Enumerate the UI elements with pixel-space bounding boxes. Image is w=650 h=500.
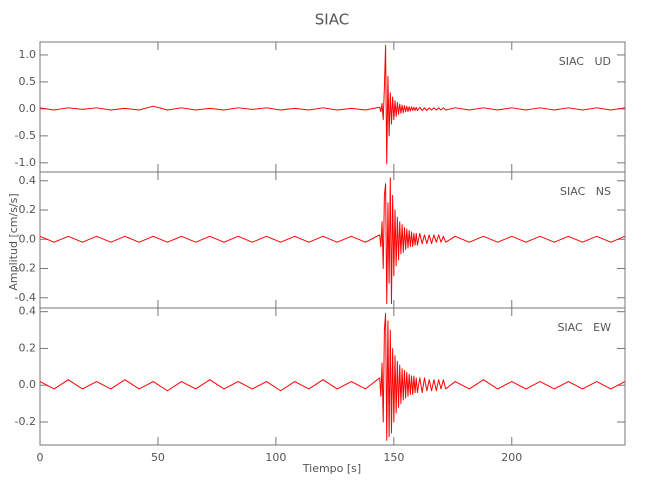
waveform bbox=[39, 313, 626, 441]
y-tick-label: 0.0 bbox=[19, 102, 37, 115]
y-tick-label: 0.2 bbox=[19, 203, 37, 216]
waveform bbox=[39, 44, 626, 165]
station-label: SIAC NS bbox=[560, 185, 611, 198]
y-tick-label: 0.0 bbox=[19, 378, 37, 391]
y-tick-label: 1.0 bbox=[19, 48, 37, 61]
y-tick-label: -0.2 bbox=[15, 415, 36, 428]
station-label: SIAC UD bbox=[559, 55, 611, 68]
x-tick-label: 150 bbox=[383, 451, 404, 464]
x-tick-label: 100 bbox=[265, 451, 286, 464]
x-tick-label: 50 bbox=[151, 451, 165, 464]
y-tick-label: 0.0 bbox=[19, 232, 37, 245]
y-axis-label: Amplitud [cm/s/s] bbox=[7, 193, 20, 290]
panel-frame bbox=[39, 307, 626, 446]
chart-title: SIAC bbox=[315, 11, 349, 29]
y-tick-label: 0.5 bbox=[19, 75, 37, 88]
x-axis-label: Tiempo [s] bbox=[302, 462, 361, 475]
waveform bbox=[39, 177, 626, 305]
station-label: SIAC EW bbox=[557, 321, 611, 334]
y-tick-label: -0.4 bbox=[15, 291, 36, 304]
x-tick-label: 0 bbox=[37, 451, 44, 464]
y-tick-label: -0.5 bbox=[15, 129, 36, 142]
panel-frame bbox=[39, 41, 626, 173]
y-tick-label: 0.2 bbox=[19, 341, 37, 354]
y-tick-label: -0.2 bbox=[15, 262, 36, 275]
x-tick-label: 200 bbox=[501, 451, 522, 464]
y-tick-label: 0.4 bbox=[19, 305, 37, 318]
y-tick-label: -1.0 bbox=[15, 156, 36, 169]
y-tick-label: 0.4 bbox=[19, 174, 37, 187]
